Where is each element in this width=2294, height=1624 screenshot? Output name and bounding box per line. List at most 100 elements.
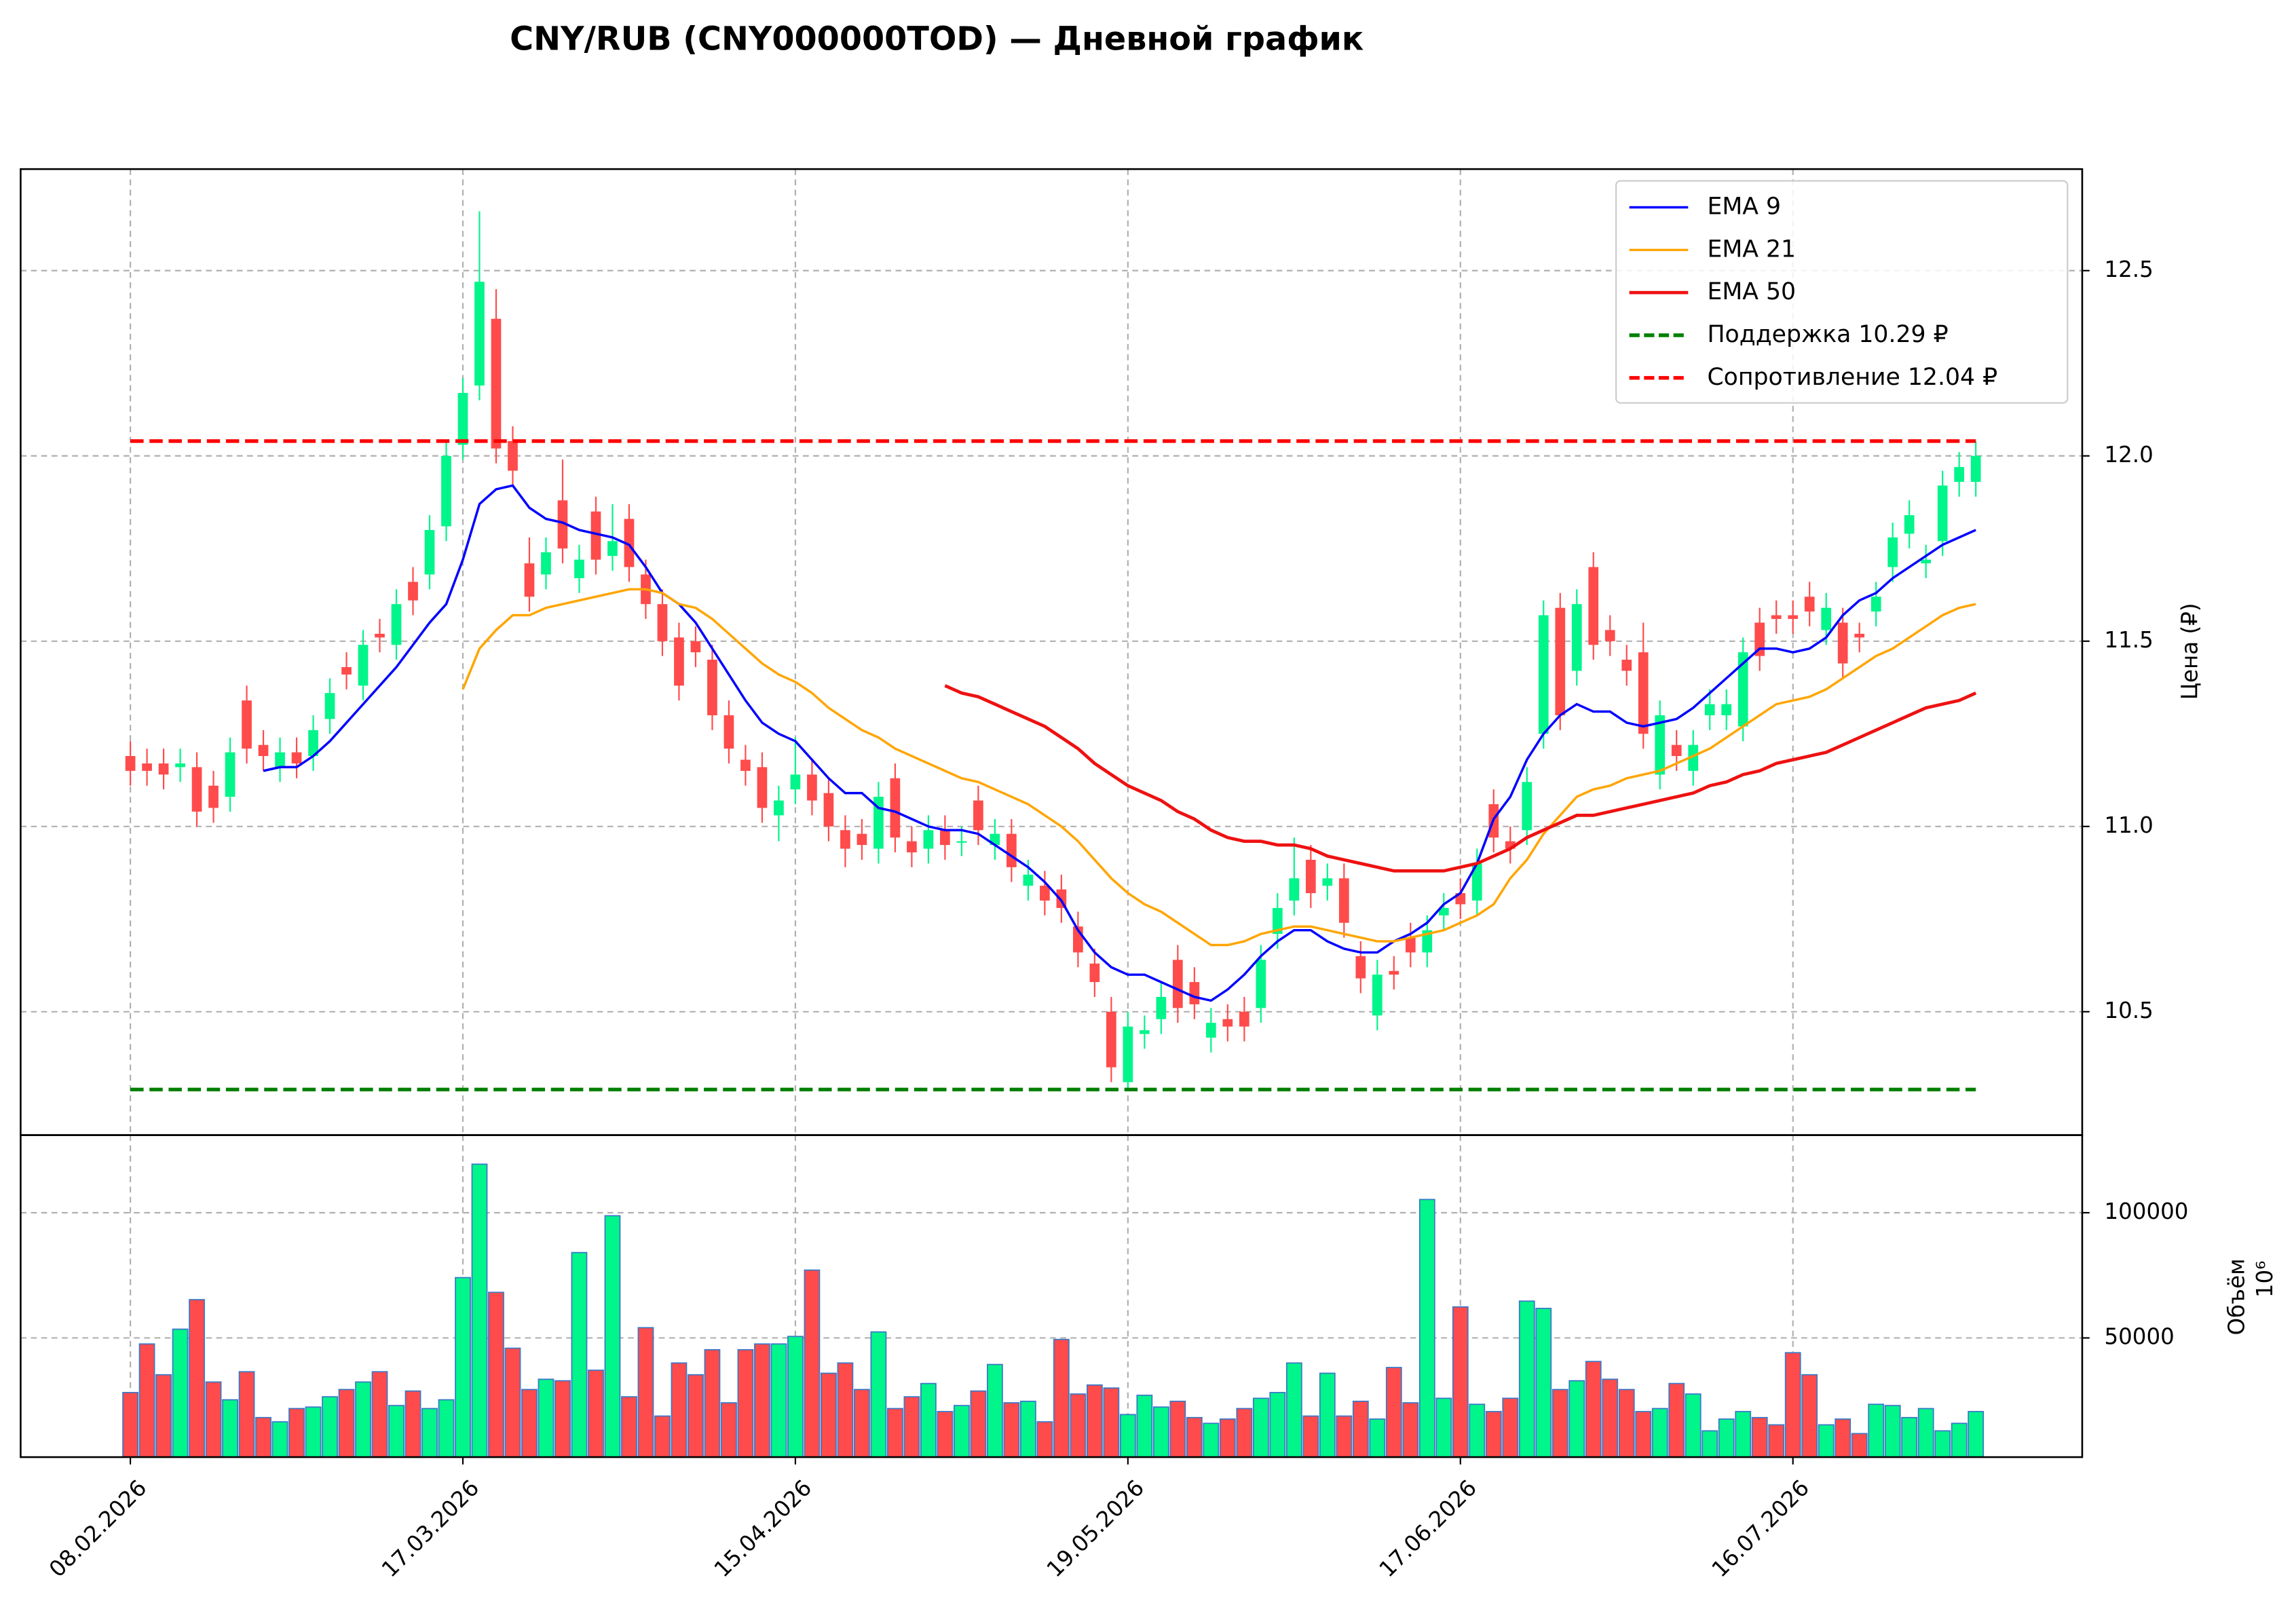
ema-line	[462, 588, 1976, 947]
volume-bar	[1668, 1382, 1685, 1458]
candle-body	[308, 730, 318, 757]
candle-body	[1189, 982, 1200, 1004]
volume-bar	[1103, 1387, 1120, 1458]
candle-body	[1106, 1011, 1116, 1068]
volume-bar	[821, 1372, 837, 1458]
candle-body	[242, 700, 252, 749]
candle-body	[1023, 874, 1034, 886]
candle-body	[125, 756, 136, 771]
candle-body	[973, 800, 983, 831]
candle-body	[1804, 597, 1815, 612]
legend-label: EMA 9	[1707, 193, 1781, 220]
y-tick-label: 100000	[2104, 1198, 2188, 1224]
y-axis-label: Цена (₽)	[2177, 603, 2202, 700]
volume-bar	[954, 1405, 970, 1458]
volume-bar	[1435, 1397, 1452, 1458]
candle-body	[940, 830, 950, 846]
volume-bar	[189, 1299, 205, 1458]
candle-body	[1937, 485, 1948, 542]
candle-body	[541, 552, 551, 575]
x-tick-label: 19.05.2026	[1042, 1475, 1149, 1582]
volume-bar	[455, 1277, 471, 1458]
volume-bar	[1485, 1411, 1502, 1458]
volume-bar	[1618, 1389, 1635, 1458]
candle-body	[774, 800, 784, 816]
candle-body	[723, 715, 734, 749]
volume-bar	[903, 1396, 920, 1458]
volume-bar	[854, 1389, 870, 1458]
volume-bar	[1352, 1400, 1369, 1458]
volume-bar	[1835, 1418, 1851, 1458]
x-tick-label: 15.04.2026	[709, 1475, 816, 1582]
candle-body	[557, 500, 568, 549]
volume-bar	[1119, 1414, 1136, 1458]
volume-bar	[1784, 1352, 1801, 1458]
candle-body	[1904, 515, 1915, 534]
candle-body	[607, 541, 618, 556]
candle-body	[1372, 975, 1383, 1016]
volume-bar	[837, 1362, 854, 1458]
volume-bar	[155, 1374, 172, 1458]
legend-label: EMA 21	[1707, 235, 1796, 263]
candle-body	[424, 529, 435, 575]
candle-body	[375, 633, 385, 638]
volume-bar	[1169, 1400, 1186, 1458]
candle-body	[491, 318, 502, 449]
volume-bar	[305, 1406, 322, 1458]
volume-bar	[604, 1215, 621, 1458]
candle-body	[391, 604, 402, 645]
volume-bar	[1203, 1422, 1220, 1458]
volume-bar	[1269, 1392, 1286, 1458]
volume-bar	[355, 1381, 371, 1458]
candle-body	[1172, 960, 1183, 1008]
candle-body	[524, 563, 535, 597]
candle-body	[158, 763, 169, 775]
volume-bar	[1801, 1374, 1818, 1458]
y-tick-label: 12.0	[2104, 442, 2153, 468]
candle-body	[690, 641, 701, 653]
candle-body	[1156, 996, 1167, 1019]
candle-body	[358, 645, 369, 686]
volume-bar	[1336, 1415, 1353, 1458]
volume-bar	[1418, 1198, 1435, 1458]
candle-body	[790, 774, 801, 790]
candle-body	[441, 455, 451, 527]
candle-body	[1505, 841, 1516, 849]
candle-body	[590, 511, 601, 560]
y-tick-label: 10.5	[2104, 998, 2153, 1023]
candle-body	[457, 392, 468, 445]
volume-bar	[1951, 1422, 1968, 1458]
candle-body	[341, 666, 352, 675]
candle-body	[740, 759, 751, 771]
volume-bar	[770, 1343, 787, 1458]
volume-bar	[1319, 1372, 1336, 1458]
volume-bar	[1502, 1397, 1519, 1458]
volume-bar	[1768, 1424, 1785, 1458]
candle-body	[291, 752, 302, 763]
volume-bar	[138, 1343, 155, 1458]
volume-bar	[271, 1421, 288, 1458]
candle-body	[823, 793, 834, 827]
volume-bar	[737, 1348, 754, 1458]
volume-bar	[870, 1331, 887, 1458]
volume-bar	[1452, 1306, 1469, 1458]
y-tick-label: 50000	[2104, 1323, 2174, 1349]
candle-body	[1389, 970, 1399, 975]
volume-bar	[288, 1408, 305, 1458]
candle-body	[1604, 630, 1615, 641]
candle-body	[807, 774, 817, 801]
candle-body	[1256, 960, 1266, 1008]
volume-bar	[887, 1408, 903, 1458]
volume-bar	[554, 1380, 571, 1458]
volume-bar	[654, 1415, 671, 1458]
volume-bar	[704, 1348, 721, 1458]
volume-bar	[222, 1399, 238, 1458]
volume-bar	[1651, 1408, 1668, 1458]
candle-body	[1821, 607, 1832, 630]
volume-bar	[371, 1371, 388, 1458]
candle-body	[1771, 615, 1782, 620]
volume-bar	[1718, 1418, 1735, 1458]
candle-body	[1854, 633, 1865, 638]
volume-bar	[1934, 1430, 1951, 1458]
